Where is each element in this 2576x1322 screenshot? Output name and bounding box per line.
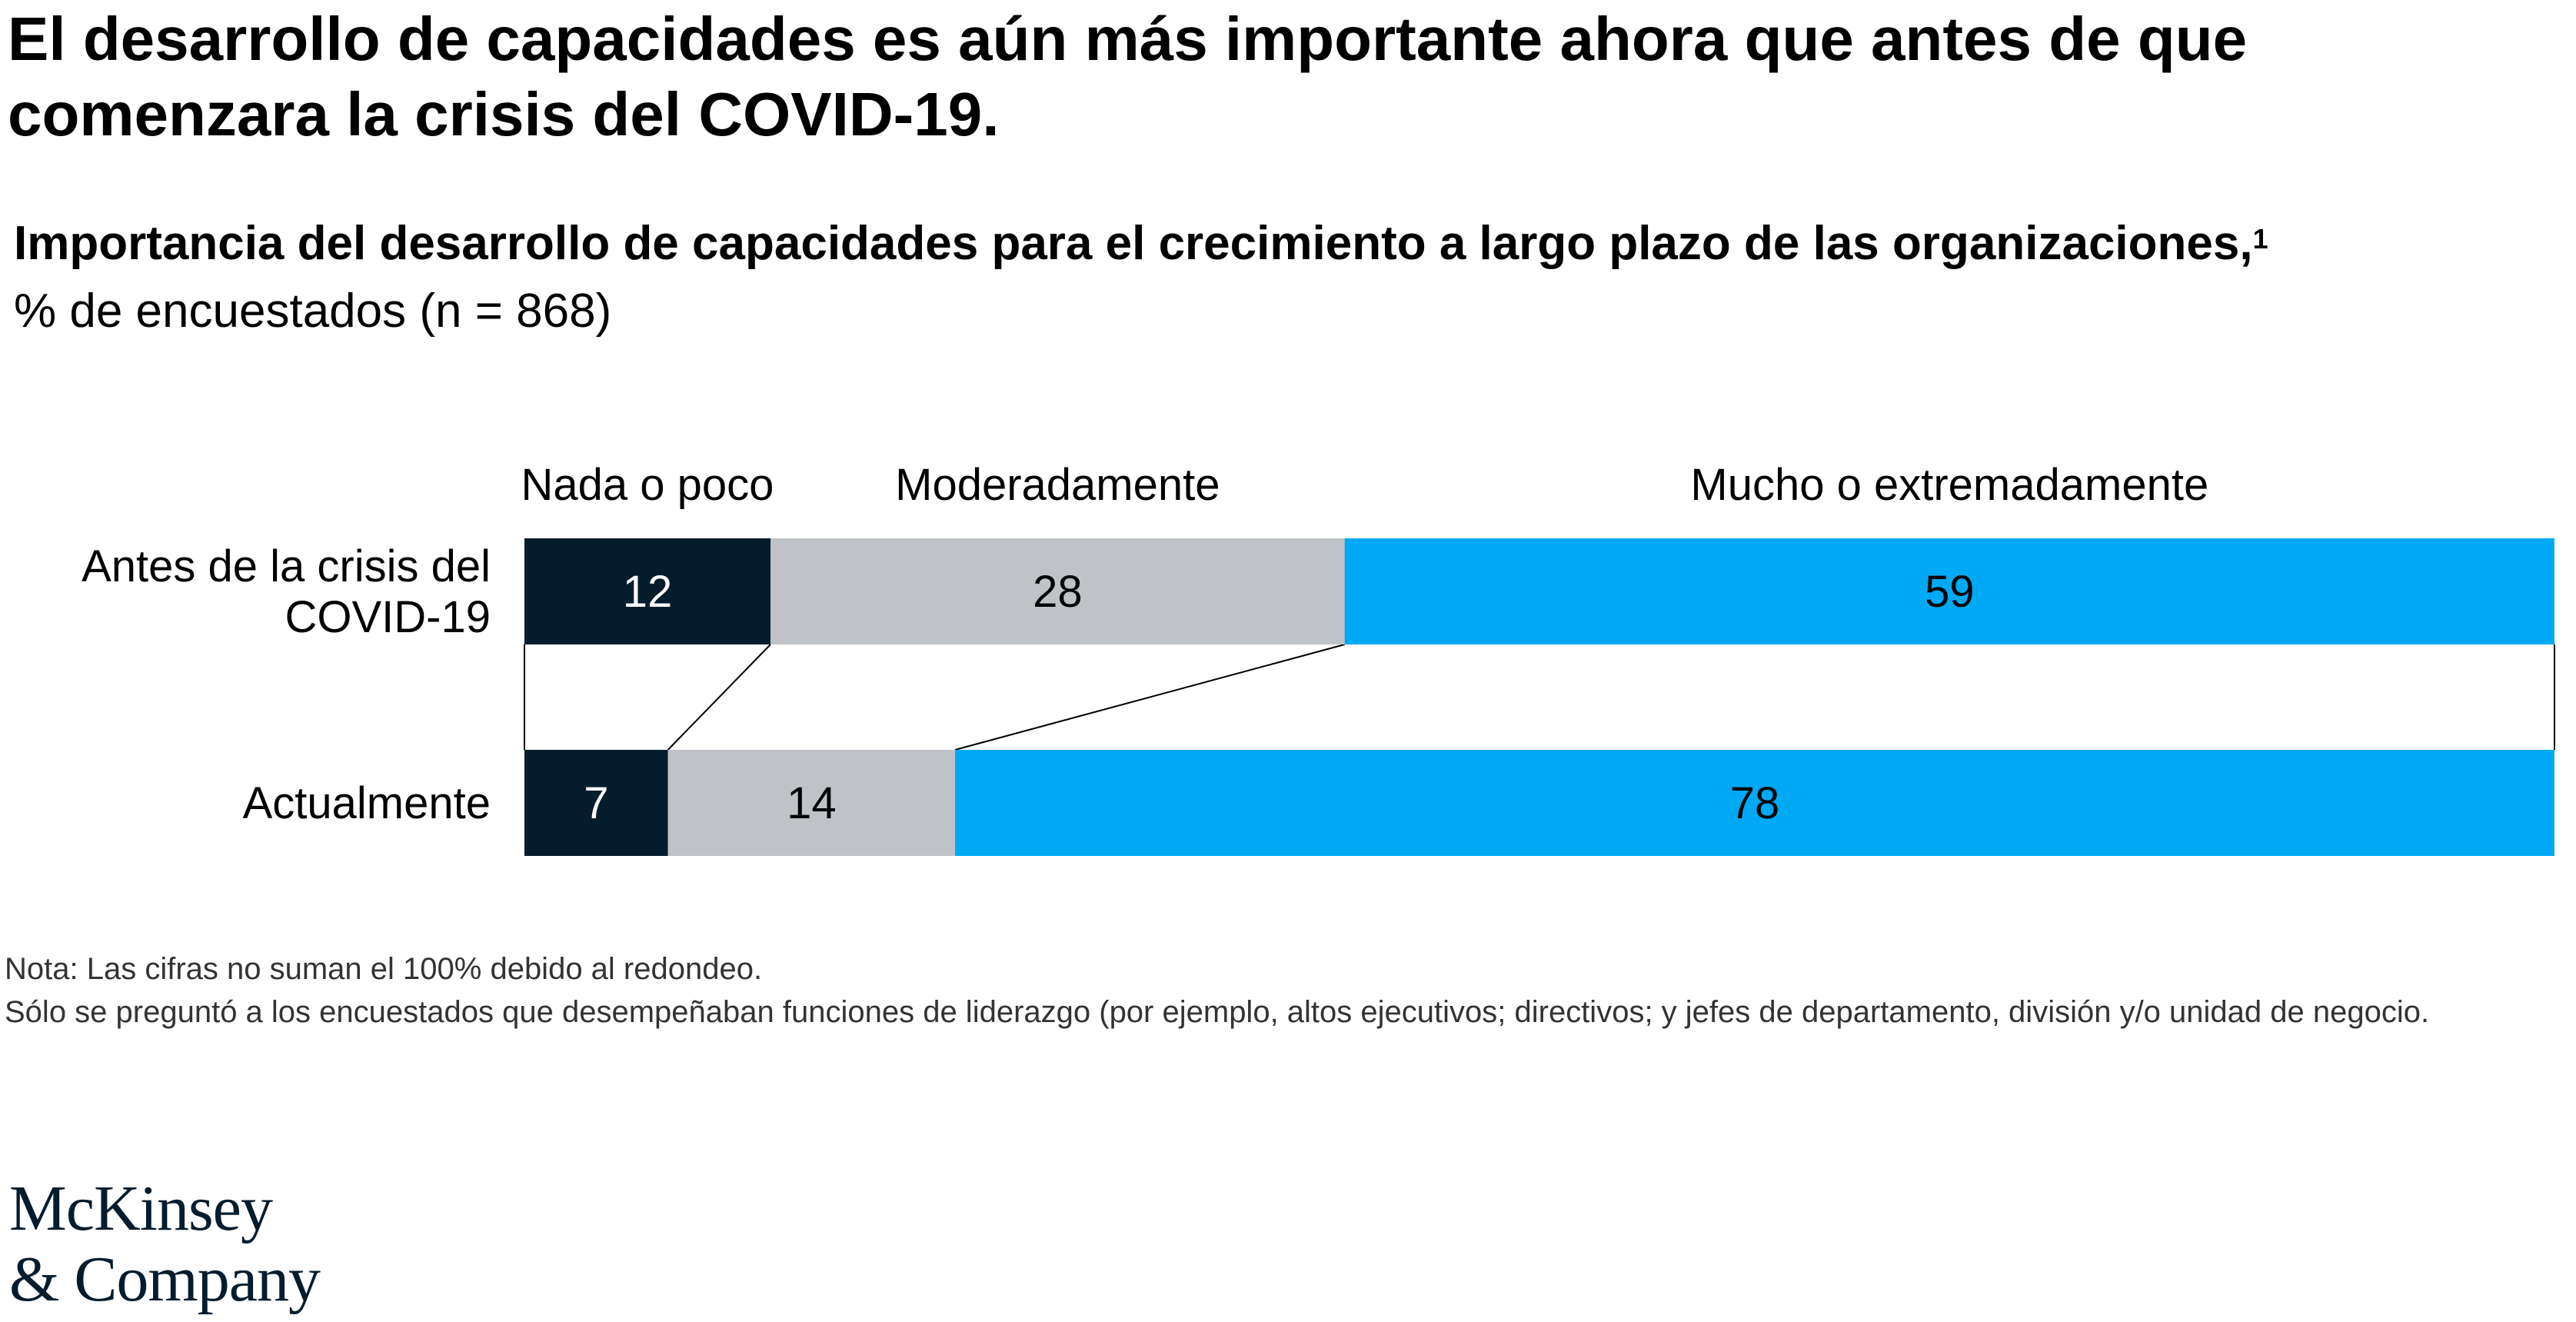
data-label: 14 [787, 778, 837, 828]
category-label: Antes de la crisis del [82, 541, 491, 591]
data-label: 12 [623, 567, 673, 617]
bar-segment [524, 750, 668, 856]
note-rounding: Nota: Las cifras no suman el 100% debido… [5, 952, 763, 986]
mckinsey-logo: McKinsey & Company [9, 1173, 321, 1315]
category-label: COVID-19 [285, 592, 491, 642]
note-respondents: Sólo se preguntó a los encuestados que d… [5, 995, 2430, 1029]
bar-segment [770, 538, 1345, 644]
data-label: 28 [1033, 567, 1083, 617]
footnotes: Nota: Las cifras no suman el 100% debido… [5, 947, 2558, 1034]
bar-segment [667, 750, 955, 856]
bar-segment [1344, 538, 2554, 644]
series-label: Mucho o extremadamente [1690, 460, 2208, 510]
logo-line-2: & Company [9, 1244, 321, 1315]
headline: El desarrollo de capacidades es aún más … [8, 5, 2248, 148]
bar-segment [524, 538, 770, 644]
logo-line-1: McKinsey [9, 1173, 273, 1244]
stacked-bar-chart: Nada o poco Moderadamente Mucho o extremad… [82, 460, 2555, 856]
data-label: 78 [1730, 778, 1780, 828]
connector-line [954, 644, 1345, 751]
data-label: 59 [1925, 567, 1975, 617]
chart-unit: % de encuestados (n = 868) [14, 285, 612, 338]
chart-subtitle: Importancia del desarrollo de capacidade… [14, 217, 2268, 271]
connector-line [667, 644, 771, 751]
data-label: 7 [584, 778, 608, 828]
series-label: Nada o poco [521, 460, 774, 510]
subtitle-text: Importancia del desarrollo de capacidade… [14, 217, 2253, 270]
category-label: Actualmente [243, 778, 491, 828]
series-label: Moderadamente [895, 460, 1220, 510]
footnote-marker: 1 [2252, 223, 2268, 255]
bar-segment [955, 750, 2554, 856]
